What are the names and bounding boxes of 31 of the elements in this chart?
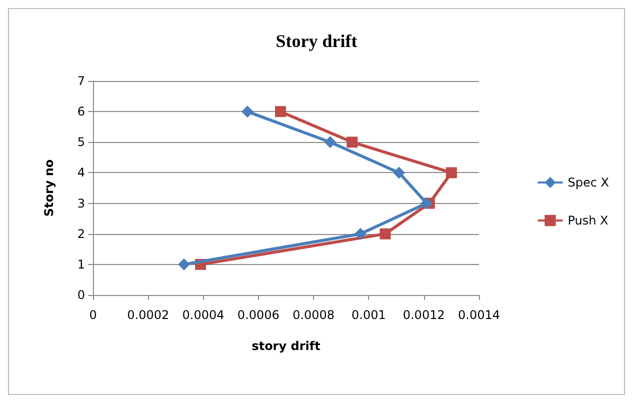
x-tick-label: 0.0012 (402, 308, 445, 322)
legend-label: Spec X (568, 176, 609, 190)
point (380, 228, 391, 240)
point (354, 228, 366, 240)
y-tick-label: 6 (77, 104, 85, 119)
x-tick-label: 0.0004 (182, 308, 224, 322)
x-tick-label: 0.0008 (292, 308, 335, 322)
point (420, 197, 433, 210)
x-tick-label: 0 (89, 308, 97, 322)
x-tick-label: 0.0014 (458, 308, 500, 322)
chart-title: Story drift (276, 31, 358, 51)
point (346, 136, 358, 148)
point (324, 136, 336, 148)
x-axis-title: story drift (252, 339, 321, 353)
y-tick-label: 3 (77, 196, 85, 210)
point (178, 258, 190, 270)
legend-label: Push X (568, 214, 608, 228)
y-tick-label: 5 (77, 135, 85, 150)
y-axis-title: Story no (42, 159, 56, 217)
point (393, 166, 406, 179)
point (241, 106, 254, 118)
y-tick-label: 2 (77, 226, 85, 241)
x-tick-label: 0.0006 (237, 308, 280, 322)
point (446, 167, 457, 178)
y-tick-label: 7 (77, 74, 85, 88)
point (274, 106, 286, 118)
x-tick-label: 0.0002 (127, 308, 170, 322)
y-tick-label: 0 (77, 288, 85, 302)
y-tick-label: 4 (77, 166, 85, 180)
y-tick-label: 1 (77, 257, 85, 272)
x-tick-label: 0.001 (352, 308, 386, 322)
